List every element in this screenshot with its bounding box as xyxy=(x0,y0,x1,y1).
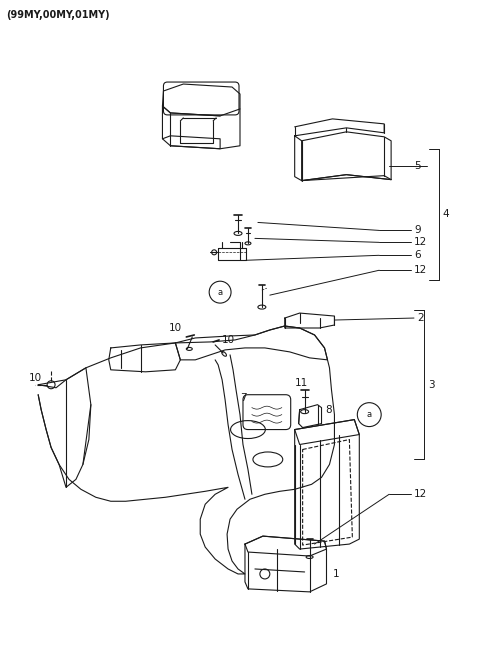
Text: 7: 7 xyxy=(240,393,247,403)
Text: 4: 4 xyxy=(443,210,449,219)
Text: 3: 3 xyxy=(428,380,434,390)
Text: 10: 10 xyxy=(222,335,235,345)
Text: (99MY,00MY,01MY): (99MY,00MY,01MY) xyxy=(6,10,110,20)
Text: 10: 10 xyxy=(29,373,42,383)
Text: 5: 5 xyxy=(414,160,420,171)
Text: 6: 6 xyxy=(414,250,420,260)
Text: a: a xyxy=(217,288,223,297)
Text: a: a xyxy=(367,410,372,419)
Text: 8: 8 xyxy=(325,405,332,415)
Text: 1: 1 xyxy=(333,569,339,579)
Text: 10: 10 xyxy=(169,323,182,333)
Text: 12: 12 xyxy=(414,237,427,248)
Text: 12: 12 xyxy=(414,265,427,275)
Text: 12: 12 xyxy=(414,489,427,499)
Text: 11: 11 xyxy=(295,378,308,388)
Text: 9: 9 xyxy=(414,225,420,235)
Text: 2: 2 xyxy=(417,313,423,323)
